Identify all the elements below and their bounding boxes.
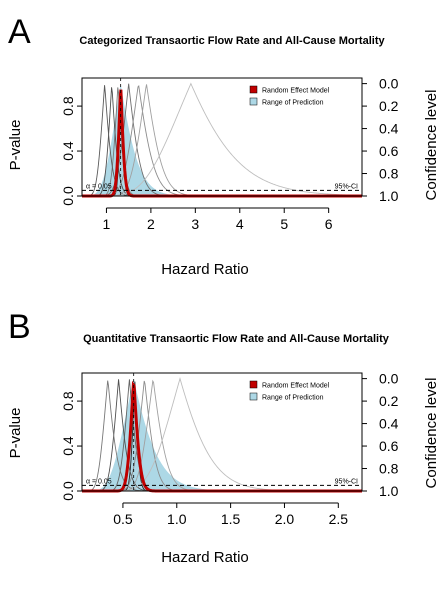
right-tick-label: 0.2 bbox=[379, 393, 399, 409]
right-tick-label: 0.0 bbox=[379, 371, 399, 387]
ci-label: 95%-CI bbox=[335, 478, 358, 485]
y-tick-label: 0.8 bbox=[60, 96, 76, 116]
legend-swatch bbox=[249, 85, 258, 94]
x-tick-label: 5 bbox=[280, 216, 288, 232]
y-axis-label-b: P-value bbox=[7, 408, 24, 459]
plot-area-b: α = 0.05 95%-CI 0.0 0.4 0.8 0.0 0.2 0.4 0.6 0.8 1.… bbox=[60, 371, 399, 527]
panel-label-b: B bbox=[8, 308, 31, 346]
x-tick-label: 2 bbox=[147, 216, 155, 232]
plot-frame bbox=[81, 77, 363, 197]
alpha-label: α = 0.05 bbox=[86, 183, 112, 190]
legend-swatch bbox=[249, 392, 258, 401]
x-tick-label: 2.0 bbox=[275, 511, 295, 527]
panel-b: B Quantitative Transaortic Flow Rate and… bbox=[7, 308, 440, 566]
right-tick-label: 0.8 bbox=[379, 166, 399, 182]
alpha-label: α = 0.05 bbox=[86, 478, 112, 485]
legend-label: Range of Prediction bbox=[262, 100, 324, 107]
right-tick-label: 0.4 bbox=[379, 121, 399, 137]
x-tick-label: 1 bbox=[103, 216, 111, 232]
y-tick-label: 0.8 bbox=[60, 391, 76, 411]
right-axis-label-a: Confidence level bbox=[423, 90, 440, 201]
plot-frame bbox=[81, 372, 363, 492]
legend-swatch bbox=[249, 380, 258, 389]
y-tick-label: 0.0 bbox=[60, 481, 76, 501]
x-tick-label: 1.5 bbox=[221, 511, 241, 527]
x-tick-label: 0.5 bbox=[113, 511, 133, 527]
y-tick-label: 0.0 bbox=[60, 186, 76, 206]
chart-title-a: Categorized Transaortic Flow Rate and Al… bbox=[79, 35, 385, 47]
chart-title-b: Quantitative Transaortic Flow Rate and A… bbox=[83, 333, 390, 345]
legend-label: Random Effect Model bbox=[262, 383, 330, 390]
x-tick-label: 1.0 bbox=[167, 511, 187, 527]
x-axis-label-a: Hazard Ratio bbox=[161, 261, 249, 278]
right-axis-label-b: Confidence level bbox=[423, 378, 440, 489]
right-tick-label: 0.2 bbox=[379, 98, 399, 114]
right-tick-label: 0.6 bbox=[379, 438, 399, 454]
legend-label: Random Effect Model bbox=[262, 88, 330, 95]
right-tick-label: 0.4 bbox=[379, 416, 399, 432]
plot-area-a: α = 0.05 95%-CI 0.0 0.4 0.8 0.0 0.2 0.4 0.6 0.8 1.… bbox=[60, 76, 399, 232]
right-tick-label: 1.0 bbox=[379, 483, 399, 499]
y-tick-label: 0.4 bbox=[60, 141, 76, 161]
prediction-range-area bbox=[82, 380, 362, 491]
panel-label-a: A bbox=[8, 13, 31, 51]
y-axis-label-a: P-value bbox=[7, 120, 24, 171]
x-tick-label: 2.5 bbox=[329, 511, 349, 527]
right-tick-label: 0.8 bbox=[379, 461, 399, 477]
panel-a: A Categorized Transaortic Flow Rate and … bbox=[7, 13, 440, 278]
legend-swatch bbox=[249, 97, 258, 106]
y-tick-label: 0.4 bbox=[60, 436, 76, 456]
right-tick-label: 0.0 bbox=[379, 76, 399, 92]
x-axis-label-b: Hazard Ratio bbox=[161, 549, 249, 566]
x-tick-label: 6 bbox=[325, 216, 333, 232]
legend-label: Range of Prediction bbox=[262, 395, 324, 402]
x-tick-label: 3 bbox=[191, 216, 199, 232]
ci-label: 95%-CI bbox=[335, 183, 358, 190]
right-tick-label: 1.0 bbox=[379, 188, 399, 204]
x-tick-label: 4 bbox=[236, 216, 244, 232]
right-tick-label: 0.6 bbox=[379, 143, 399, 159]
